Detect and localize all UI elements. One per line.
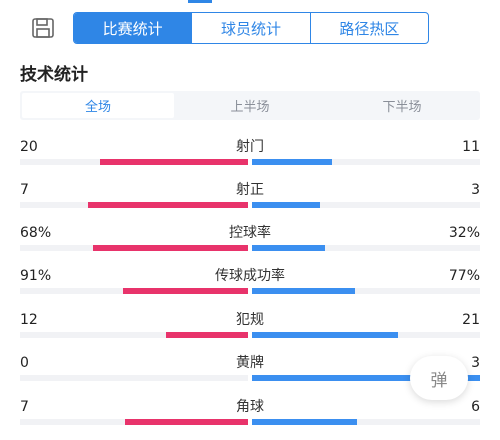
away-value: 21 bbox=[462, 312, 480, 328]
away-bar bbox=[252, 332, 398, 338]
home-value: 12 bbox=[20, 312, 38, 328]
stat-name: 传球成功率 bbox=[215, 268, 285, 284]
home-bar bbox=[125, 419, 248, 425]
stat-row-shots-on-target: 7 射正 3 bbox=[20, 181, 480, 215]
tab-second-half[interactable]: 下半场 bbox=[382, 100, 422, 115]
home-value: 20 bbox=[20, 139, 38, 155]
away-bar bbox=[252, 288, 355, 294]
half-tab-bar: 全场 上半场 下半场 bbox=[20, 91, 480, 120]
top-tab-bar: 比赛统计 球员统计 路径热区 bbox=[73, 12, 429, 44]
top-indicator-line bbox=[188, 0, 212, 3]
home-track bbox=[20, 419, 248, 425]
home-value: 68% bbox=[20, 225, 52, 241]
away-bar bbox=[252, 159, 332, 165]
stat-row-corners: 7 角球 6 bbox=[20, 398, 480, 432]
away-bar bbox=[252, 245, 325, 251]
away-bar bbox=[252, 419, 357, 425]
stat-row-yellow-cards: 0 黄牌 3 bbox=[20, 354, 480, 388]
away-track bbox=[252, 202, 480, 208]
stat-name: 控球率 bbox=[229, 225, 271, 241]
stat-name: 角球 bbox=[236, 399, 264, 415]
home-track bbox=[20, 245, 248, 251]
section-title: 技术统计 bbox=[20, 65, 88, 85]
away-track bbox=[252, 245, 480, 251]
away-bar bbox=[252, 202, 320, 208]
home-track bbox=[20, 202, 248, 208]
away-value: 3 bbox=[471, 182, 480, 198]
tab-heat-map[interactable]: 路径热区 bbox=[309, 13, 428, 43]
stat-name: 犯规 bbox=[236, 312, 264, 328]
home-bar bbox=[88, 202, 248, 208]
home-value: 7 bbox=[20, 182, 29, 198]
home-bar bbox=[166, 332, 248, 338]
home-value: 7 bbox=[20, 399, 29, 415]
home-track bbox=[20, 375, 248, 381]
stat-row-pass-accuracy: 91% 传球成功率 77% bbox=[20, 267, 480, 301]
stat-row-possession: 68% 控球率 32% bbox=[20, 224, 480, 258]
away-value: 32% bbox=[448, 225, 480, 241]
stat-name: 射正 bbox=[236, 182, 264, 198]
home-bar bbox=[100, 159, 248, 165]
stat-name: 黄牌 bbox=[236, 355, 264, 371]
away-value: 6 bbox=[471, 399, 480, 415]
home-bar bbox=[93, 245, 248, 251]
tab-match-stats[interactable]: 比赛统计 bbox=[74, 13, 192, 43]
home-bar bbox=[123, 288, 248, 294]
home-track bbox=[20, 159, 248, 165]
away-value: 11 bbox=[462, 139, 480, 155]
tab-full-match[interactable]: 全场 bbox=[22, 93, 174, 118]
home-track bbox=[20, 332, 248, 338]
away-value: 3 bbox=[471, 355, 480, 371]
away-track bbox=[252, 375, 480, 381]
home-value: 91% bbox=[20, 268, 52, 284]
danmaku-button[interactable]: 弹 bbox=[410, 356, 468, 400]
away-track bbox=[252, 159, 480, 165]
save-icon[interactable] bbox=[31, 17, 55, 39]
away-track bbox=[252, 419, 480, 425]
away-track bbox=[252, 288, 480, 294]
home-track bbox=[20, 288, 248, 294]
stat-row-fouls: 12 犯规 21 bbox=[20, 311, 480, 345]
away-value: 77% bbox=[448, 268, 480, 284]
home-value: 0 bbox=[20, 355, 29, 371]
tab-first-half[interactable]: 上半场 bbox=[230, 100, 270, 115]
away-track bbox=[252, 332, 480, 338]
stat-row-shots: 20 射门 11 bbox=[20, 138, 480, 172]
tab-player-stats[interactable]: 球员统计 bbox=[191, 13, 309, 43]
stat-name: 射门 bbox=[236, 139, 264, 155]
away-bar bbox=[252, 375, 480, 381]
